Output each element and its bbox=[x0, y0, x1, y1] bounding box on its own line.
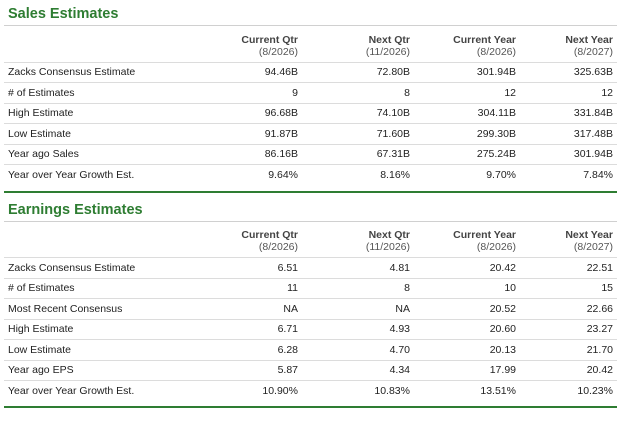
table-row: High Estimate 6.71 4.93 20.60 23.27 bbox=[4, 318, 617, 340]
sales-estimates-table: Current Qtr (8/2026) Next Qtr (11/2026) Cu… bbox=[4, 26, 617, 185]
table-row: Year ago EPS 5.87 4.34 17.99 20.42 bbox=[4, 359, 617, 381]
earnings-estimates-section: Earnings Estimates Current Qtr (8/2026) N… bbox=[4, 200, 617, 408]
table-row: Year ago Sales 86.16B 67.31B 275.24B 301… bbox=[4, 143, 617, 165]
row-label: # of Estimates bbox=[4, 277, 174, 299]
earnings-estimates-table: Current Qtr (8/2026) Next Qtr (11/2026) Cu… bbox=[4, 222, 617, 401]
table-row: # of Estimates 9 8 12 12 bbox=[4, 82, 617, 103]
cell-value: 6.71 bbox=[174, 318, 302, 340]
cell-value: 94.46B bbox=[174, 61, 302, 83]
table-header-row: Current Qtr (8/2026) Next Qtr (11/2026) Cu… bbox=[4, 222, 617, 258]
header-blank bbox=[4, 222, 174, 258]
cell-value: 325.63B bbox=[520, 61, 617, 83]
header-next-qtr: Next Qtr (11/2026) bbox=[365, 33, 410, 58]
row-label: Year ago Sales bbox=[4, 143, 174, 165]
cell-value: 21.70 bbox=[520, 339, 617, 360]
cell-value: 67.31B bbox=[302, 143, 414, 165]
cell-value: 23.27 bbox=[520, 318, 617, 340]
cell-value: 10.23% bbox=[520, 380, 617, 401]
cell-value: 12 bbox=[414, 82, 520, 103]
cell-value: 20.42 bbox=[520, 359, 617, 381]
cell-value: 331.84B bbox=[520, 102, 617, 124]
table-row: Year over Year Growth Est. 9.64% 8.16% 9… bbox=[4, 164, 617, 185]
cell-value: 8 bbox=[302, 82, 414, 103]
row-label: Year over Year Growth Est. bbox=[4, 164, 174, 185]
table-row: Low Estimate 6.28 4.70 20.13 21.70 bbox=[4, 339, 617, 360]
row-label: High Estimate bbox=[4, 102, 174, 124]
row-label: # of Estimates bbox=[4, 82, 174, 103]
cell-value: 22.66 bbox=[520, 298, 617, 319]
cell-value: 72.80B bbox=[302, 61, 414, 83]
cell-value: 22.51 bbox=[520, 257, 617, 278]
cell-value: 11 bbox=[174, 277, 302, 299]
cell-value: 12 bbox=[520, 82, 617, 103]
cell-value: 20.13 bbox=[414, 339, 520, 360]
earnings-estimates-title: Earnings Estimates bbox=[4, 200, 617, 222]
table-row: Low Estimate 91.87B 71.60B 299.30B 317.4… bbox=[4, 123, 617, 144]
cell-value: 9.70% bbox=[414, 164, 520, 185]
cell-value: 20.60 bbox=[414, 318, 520, 340]
table-row: Zacks Consensus Estimate 94.46B 72.80B 3… bbox=[4, 61, 617, 83]
cell-value: 71.60B bbox=[302, 123, 414, 144]
cell-value: 74.10B bbox=[302, 102, 414, 124]
cell-value: 86.16B bbox=[174, 143, 302, 165]
row-label: Year over Year Growth Est. bbox=[4, 380, 174, 401]
header-next-qtr: Next Qtr (11/2026) bbox=[365, 229, 410, 253]
row-label: Zacks Consensus Estimate bbox=[4, 257, 174, 278]
table-row: High Estimate 96.68B 74.10B 304.11B 331.… bbox=[4, 102, 617, 124]
cell-value: 6.28 bbox=[174, 339, 302, 360]
row-label: Zacks Consensus Estimate bbox=[4, 61, 174, 83]
sales-estimates-section: Sales Estimates Current Qtr (8/2026) Next… bbox=[4, 4, 617, 193]
cell-value: 8.16% bbox=[302, 164, 414, 185]
cell-value: 20.42 bbox=[414, 257, 520, 278]
cell-value: 317.48B bbox=[520, 123, 617, 144]
cell-value: 275.24B bbox=[414, 143, 520, 165]
cell-value: 10 bbox=[414, 277, 520, 299]
cell-value: NA bbox=[174, 298, 302, 319]
header-blank bbox=[4, 26, 174, 62]
cell-value: 20.52 bbox=[414, 298, 520, 319]
cell-value: 13.51% bbox=[414, 380, 520, 401]
table-row: # of Estimates 11 8 10 15 bbox=[4, 277, 617, 299]
header-current-year: Current Year (8/2026) bbox=[453, 33, 516, 58]
table-row: Year over Year Growth Est. 10.90% 10.83%… bbox=[4, 380, 617, 401]
row-label: Low Estimate bbox=[4, 339, 174, 360]
cell-value: NA bbox=[302, 298, 414, 319]
cell-value: 4.34 bbox=[302, 359, 414, 381]
cell-value: 91.87B bbox=[174, 123, 302, 144]
cell-value: 15 bbox=[520, 277, 617, 299]
cell-value: 304.11B bbox=[414, 102, 520, 124]
cell-value: 10.83% bbox=[302, 380, 414, 401]
cell-value: 5.87 bbox=[174, 359, 302, 381]
row-label: Year ago EPS bbox=[4, 359, 174, 381]
row-label: Most Recent Consensus bbox=[4, 298, 174, 319]
table-row: Most Recent Consensus NA NA 20.52 22.66 bbox=[4, 298, 617, 319]
cell-value: 4.93 bbox=[302, 318, 414, 340]
cell-value: 9 bbox=[174, 82, 302, 103]
cell-value: 6.51 bbox=[174, 257, 302, 278]
cell-value: 301.94B bbox=[520, 143, 617, 165]
sales-estimates-title: Sales Estimates bbox=[4, 4, 617, 26]
row-label: Low Estimate bbox=[4, 123, 174, 144]
header-current-qtr: Current Qtr (8/2026) bbox=[241, 229, 298, 253]
section-divider bbox=[4, 190, 617, 193]
header-next-year: Next Year (8/2027) bbox=[565, 229, 613, 253]
cell-value: 301.94B bbox=[414, 61, 520, 83]
header-next-year: Next Year (8/2027) bbox=[565, 33, 613, 58]
cell-value: 4.70 bbox=[302, 339, 414, 360]
cell-value: 7.84% bbox=[520, 164, 617, 185]
cell-value: 17.99 bbox=[414, 359, 520, 381]
cell-value: 10.90% bbox=[174, 380, 302, 401]
header-current-year: Current Year (8/2026) bbox=[453, 229, 516, 253]
header-current-qtr: Current Qtr (8/2026) bbox=[241, 33, 298, 58]
section-divider bbox=[4, 405, 617, 408]
table-header-row: Current Qtr (8/2026) Next Qtr (11/2026) Cu… bbox=[4, 26, 617, 62]
cell-value: 9.64% bbox=[174, 164, 302, 185]
cell-value: 299.30B bbox=[414, 123, 520, 144]
cell-value: 4.81 bbox=[302, 257, 414, 278]
cell-value: 96.68B bbox=[174, 102, 302, 124]
row-label: High Estimate bbox=[4, 318, 174, 340]
cell-value: 8 bbox=[302, 277, 414, 299]
table-row: Zacks Consensus Estimate 6.51 4.81 20.42… bbox=[4, 257, 617, 278]
